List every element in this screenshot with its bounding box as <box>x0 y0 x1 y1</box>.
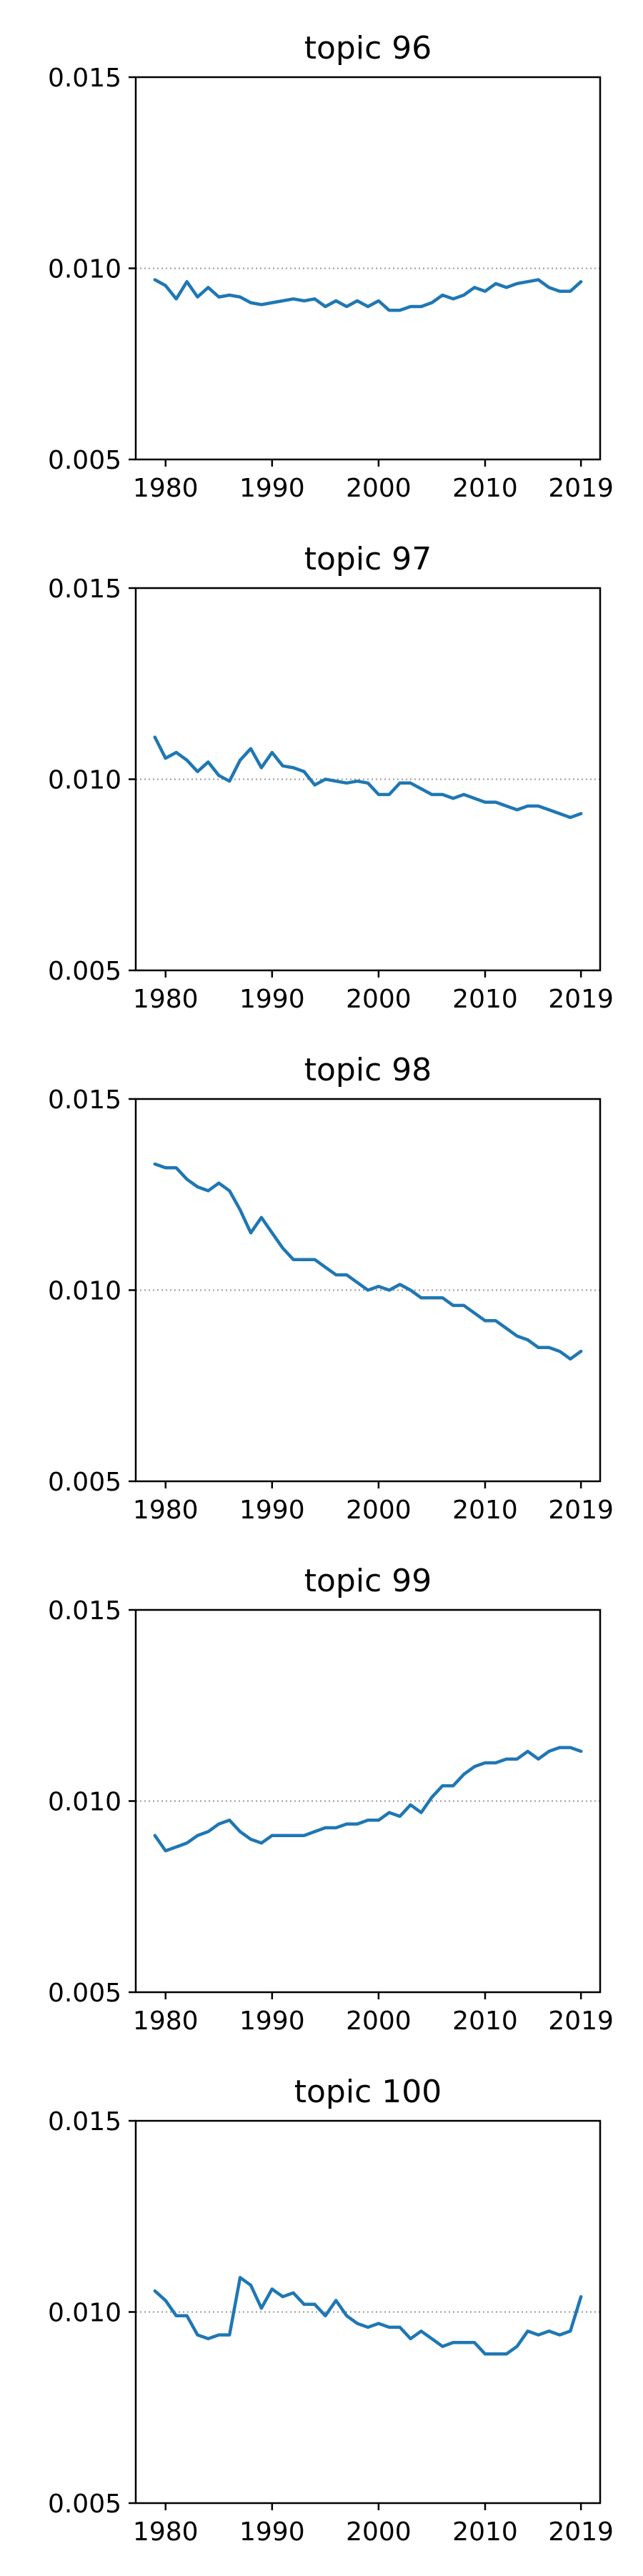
series-line <box>153 1162 583 1361</box>
y-tick-label: 0.010 <box>48 1277 121 1306</box>
x-tick-label: 2000 <box>346 474 412 503</box>
x-tick-label: 2000 <box>346 2517 412 2547</box>
y-tick-label: 0.010 <box>48 1788 121 1817</box>
y-tick-label: 0.005 <box>48 1468 121 1497</box>
x-tick-label: 2000 <box>346 2006 412 2036</box>
chart-panel-4: topic 99 0.005 0.010 0.015 1980 1990 2000 2010 2… <box>48 1563 614 2036</box>
x-tick-label: 1990 <box>239 474 305 503</box>
x-tick-label: 1990 <box>239 985 305 1014</box>
x-tick-label: 1980 <box>133 1496 199 1525</box>
y-tick-label: 0.010 <box>48 255 121 284</box>
chart-title: topic 100 <box>294 2074 442 2110</box>
x-tick-label: 1990 <box>239 1496 305 1525</box>
chart-title: topic 96 <box>304 30 432 66</box>
y-tick-label: 0.015 <box>48 2107 121 2137</box>
series-line <box>153 2276 583 2356</box>
y-tick-label: 0.015 <box>48 1596 121 1626</box>
x-tick-label: 1990 <box>239 2517 305 2547</box>
x-tick-label: 2010 <box>452 2517 518 2547</box>
x-tick-label: 2000 <box>346 985 412 1014</box>
x-tick-label: 2010 <box>452 474 518 503</box>
x-tick-label: 2019 <box>548 2006 614 2036</box>
y-tick-label: 0.005 <box>48 2490 121 2519</box>
chart-panel-1: topic 96 0.005 0.010 0.015 1980 1990 2000 2010 2… <box>48 30 614 503</box>
x-tick-label: 1980 <box>133 2517 199 2547</box>
x-tick-label: 2000 <box>346 1496 412 1525</box>
y-tick-label: 0.005 <box>48 957 121 986</box>
series-line <box>153 1746 583 1853</box>
chart-panel-5: topic 100 0.005 0.010 0.015 1980 1990 2000 2010… <box>48 2074 614 2547</box>
x-tick-label: 1990 <box>239 2006 305 2036</box>
series-line <box>153 278 583 312</box>
x-tick-label: 1980 <box>133 985 199 1014</box>
chart-panel-3: topic 98 0.005 0.010 0.015 1980 1990 2000 2010 2… <box>48 1052 614 1525</box>
x-tick-label: 2010 <box>452 985 518 1014</box>
series-line <box>153 735 583 820</box>
chart-title: topic 99 <box>304 1563 432 1599</box>
y-tick-label: 0.005 <box>48 446 121 475</box>
chart-panel-2: topic 97 0.005 0.010 0.015 1980 1990 2000 2010 2… <box>48 541 614 1014</box>
x-tick-label: 2019 <box>548 1496 614 1525</box>
x-tick-label: 2019 <box>548 985 614 1014</box>
x-tick-label: 2010 <box>452 1496 518 1525</box>
x-tick-label: 1980 <box>133 474 199 503</box>
x-tick-label: 2019 <box>548 474 614 503</box>
y-tick-label: 0.010 <box>48 766 121 795</box>
chart-title: topic 97 <box>304 541 432 577</box>
chart-title: topic 98 <box>304 1052 432 1088</box>
y-tick-label: 0.015 <box>48 575 121 604</box>
x-tick-label: 1980 <box>133 2006 199 2036</box>
y-tick-label: 0.015 <box>48 64 121 93</box>
x-tick-label: 2010 <box>452 2006 518 2036</box>
x-tick-label: 2019 <box>548 2517 614 2547</box>
y-tick-label: 0.005 <box>48 1979 121 2008</box>
y-tick-label: 0.015 <box>48 1085 121 1115</box>
y-tick-label: 0.010 <box>48 2299 121 2328</box>
